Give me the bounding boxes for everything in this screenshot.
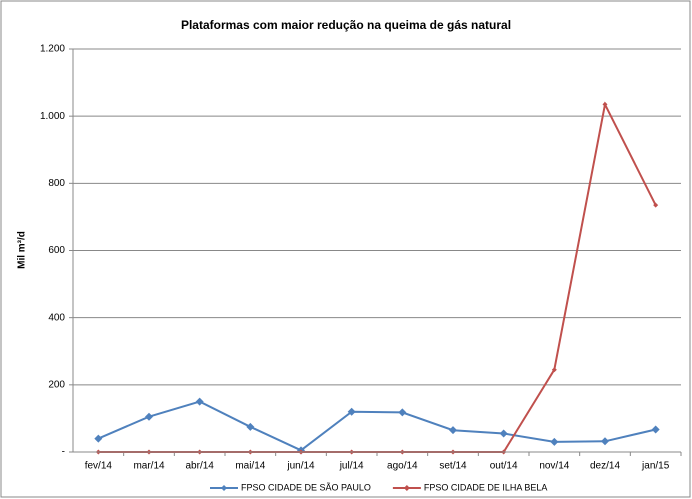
point-marker (602, 101, 608, 107)
legend-marker (221, 485, 227, 491)
point-marker (195, 397, 204, 406)
point-marker (550, 437, 559, 446)
y-tick-label: 1.000 (40, 111, 65, 122)
x-tick-label: ago/14 (387, 461, 418, 472)
point-marker (551, 367, 557, 373)
point-marker (347, 407, 356, 416)
point-marker (449, 426, 457, 435)
x-tick-label: abr/14 (185, 461, 214, 472)
legend-marker (403, 485, 410, 491)
point-marker (145, 412, 153, 421)
y-tick-label: 200 (48, 379, 65, 390)
x-tick-label: jul/14 (339, 461, 364, 472)
x-tick-label: set/14 (439, 461, 467, 472)
chart-title: Plataformas com maior redução na queima … (181, 18, 511, 32)
y-tick-label: 800 (48, 178, 65, 189)
point-marker (94, 434, 103, 443)
x-tick-label: out/14 (490, 461, 518, 472)
x-tick-label: jun/14 (286, 461, 315, 472)
x-tick-label: mai/14 (235, 461, 265, 472)
x-tick-label: dez/14 (590, 461, 620, 472)
y-tick-label: 1.200 (40, 44, 65, 55)
legend-label: FPSO CIDADE DE SÃO PAULO (241, 482, 371, 492)
point-marker (398, 408, 407, 417)
x-tick-label: fev/14 (85, 461, 113, 472)
y-tick-label: - (62, 447, 65, 458)
point-marker (653, 202, 659, 208)
point-marker (499, 429, 508, 438)
y-tick-label: 600 (48, 245, 65, 256)
series-line (97, 400, 656, 452)
legend-label: FPSO CIDADE DE ILHA BELA (424, 482, 548, 492)
y-tick-label: 400 (48, 312, 65, 323)
point-marker (601, 437, 609, 446)
x-tick-label: nov/14 (539, 461, 569, 472)
x-tick-label: jan/15 (641, 461, 670, 472)
point-marker (246, 422, 255, 431)
y-axis-label: Mil m³/d (17, 231, 28, 269)
x-tick-label: mar/14 (133, 461, 165, 472)
point-marker (651, 425, 660, 434)
